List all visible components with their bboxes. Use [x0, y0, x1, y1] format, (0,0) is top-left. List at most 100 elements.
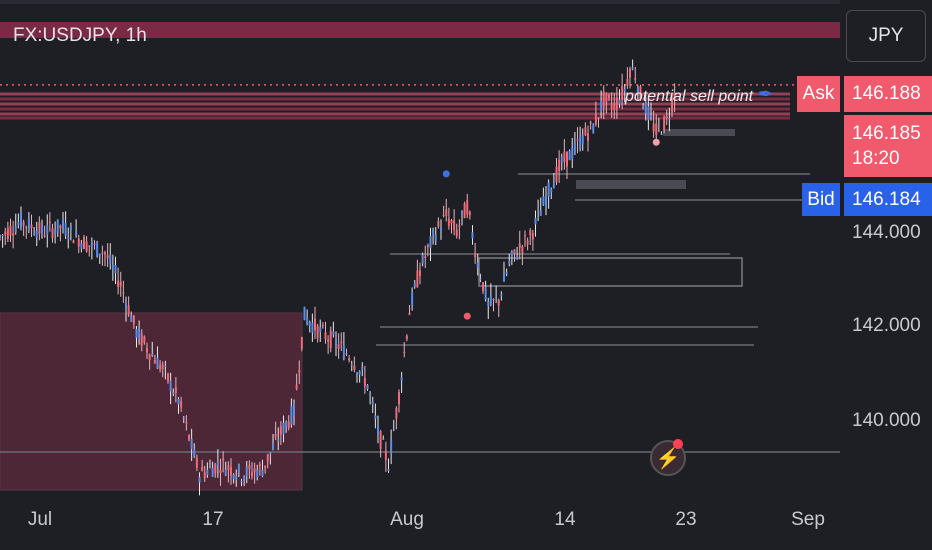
candle-body: [374, 415, 377, 419]
x-tick-label: Jul: [27, 509, 53, 530]
candle-body: [615, 97, 618, 109]
bid-label: Bid: [802, 183, 840, 216]
candle-body: [650, 115, 652, 118]
candle-body: [54, 230, 57, 234]
candle-body: [602, 91, 605, 108]
candle-body: [621, 86, 624, 100]
candle-body: [655, 123, 658, 135]
candle-body: [274, 433, 277, 438]
candle-body: [180, 401, 183, 408]
candle-body: [140, 333, 143, 346]
candle-body: [626, 79, 629, 86]
candle-body: [148, 354, 151, 360]
candle-body: [445, 209, 448, 216]
candle-body: [665, 116, 668, 119]
candle-body: [272, 444, 274, 450]
candle-body: [537, 210, 540, 212]
x-tick-label: 17: [202, 509, 224, 530]
candle-body: [342, 345, 345, 359]
candle-body: [185, 422, 188, 424]
candle-body: [660, 133, 663, 135]
candle-body: [363, 377, 366, 387]
candle-body: [461, 210, 463, 215]
candle-body: [405, 335, 408, 339]
candle-body: [387, 468, 390, 472]
candle-body: [6, 228, 9, 239]
candle-body: [46, 225, 49, 235]
candle-body: [156, 357, 159, 369]
symbol-title[interactable]: FX:USDJPY, 1h: [13, 25, 147, 46]
candle-body: [484, 286, 487, 300]
x-tick-label: Aug: [390, 509, 424, 530]
candle-body: [652, 123, 655, 132]
candle-body: [568, 150, 571, 161]
annotation-text[interactable]: potential sell point: [625, 88, 754, 105]
candle-body: [290, 406, 293, 425]
candle-body: [295, 384, 298, 390]
candle-body: [503, 274, 505, 282]
candle-body: [356, 373, 358, 375]
candle-body: [463, 203, 466, 219]
candle-body: [85, 241, 88, 252]
candle-body: [33, 232, 36, 235]
candle-body: [51, 228, 54, 238]
candle-body: [345, 353, 348, 355]
candle-body: [610, 103, 613, 109]
candle-body: [560, 156, 563, 163]
candle-body: [327, 339, 330, 342]
candle-body: [432, 230, 435, 235]
pencil-icon[interactable]: ✒: [758, 84, 774, 104]
candle-body: [392, 428, 395, 430]
candle-body: [109, 254, 112, 265]
candle-body: [251, 472, 253, 477]
signal-dot: [652, 138, 660, 146]
candle-body: [636, 87, 639, 94]
candle-body: [104, 252, 106, 255]
candle-body: [382, 438, 385, 440]
candle-body: [96, 241, 99, 257]
candle-body: [642, 107, 645, 109]
bar-countdown: 18:20: [852, 148, 900, 169]
candle-body: [398, 392, 400, 405]
candle-body: [261, 469, 264, 477]
candle-body: [482, 282, 484, 292]
candle-body: [539, 210, 542, 216]
candle-body: [337, 343, 340, 349]
candle-body: [56, 219, 59, 233]
candle-body: [146, 348, 148, 353]
candle-body: [35, 230, 38, 238]
candle-body: [9, 226, 12, 236]
candle-body: [245, 467, 248, 477]
candle-body: [673, 92, 676, 100]
candle-body: [127, 305, 130, 315]
candle-body: [117, 280, 120, 288]
candle-body: [248, 465, 251, 470]
candle-body: [524, 235, 526, 237]
candle-body: [64, 223, 67, 236]
currency-selector[interactable]: JPY: [846, 10, 926, 62]
candle-body: [594, 113, 597, 125]
x-tick-label: 23: [675, 509, 697, 530]
gray-box: [663, 129, 735, 136]
candle-body: [447, 218, 450, 226]
signal-dot: [442, 170, 450, 178]
candle-body: [576, 139, 579, 141]
candle-body: [293, 402, 295, 416]
candle-body: [579, 136, 582, 149]
candle-body: [195, 457, 198, 468]
candle-body: [429, 236, 432, 249]
candle-body: [440, 227, 442, 231]
candle-body: [319, 327, 322, 332]
candle-body: [190, 438, 193, 449]
candle-body: [151, 353, 154, 356]
candle-body: [521, 246, 524, 253]
candle-body: [69, 225, 72, 230]
candle-body: [214, 464, 217, 474]
candle-body: [555, 166, 558, 183]
candle-body: [193, 449, 196, 457]
candle-body: [631, 67, 634, 70]
candle-body: [552, 182, 555, 189]
candle-body: [101, 252, 104, 254]
